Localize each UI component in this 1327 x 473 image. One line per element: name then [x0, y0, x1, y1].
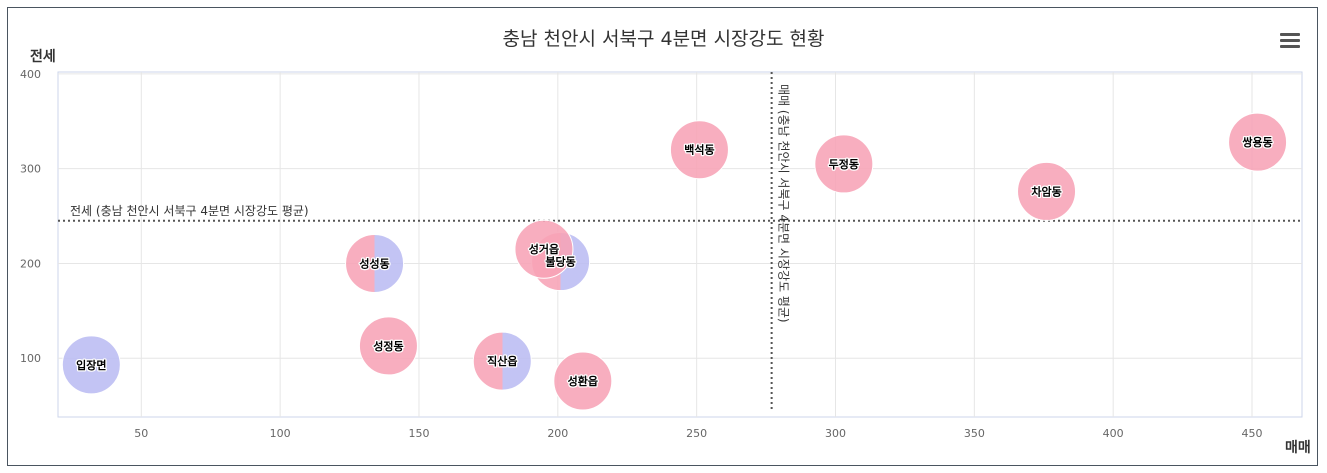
x-axis-title: 매매 — [1285, 440, 1311, 456]
bubble-point[interactable] — [1017, 161, 1077, 221]
bubble-label: 성거읍 — [529, 242, 559, 256]
x-tick-label: 300 — [825, 427, 846, 440]
y-tick-label: 300 — [20, 163, 41, 176]
bubble-label: 입장면 — [76, 358, 106, 372]
bubble-point[interactable] — [553, 351, 613, 411]
x-tick-label: 150 — [408, 427, 429, 440]
bubble-point[interactable] — [669, 120, 729, 180]
bubble-label: 차암동 — [1031, 184, 1061, 198]
x-average-label: 매매 (충남 천안시 서북구 4분면 시장강도 평균) — [777, 84, 792, 323]
bubble-point[interactable] — [345, 233, 405, 293]
x-tick-label: 350 — [964, 427, 985, 440]
x-tick-label: 100 — [270, 427, 291, 440]
bubble-label: 성정동 — [373, 339, 403, 353]
x-tick-label: 450 — [1242, 427, 1263, 440]
bubble-label: 직산읍 — [487, 354, 517, 368]
bubble-point[interactable] — [1228, 112, 1288, 172]
bubble-point[interactable] — [514, 219, 574, 279]
chart-frame — [7, 7, 1318, 466]
bubble-point[interactable] — [358, 316, 418, 376]
hamburger-menu-icon[interactable] — [1280, 33, 1300, 49]
bubble-label: 두정동 — [829, 157, 859, 171]
plot-area — [57, 71, 1303, 418]
x-tick-label: 50 — [134, 427, 148, 440]
y-tick-label: 200 — [20, 257, 41, 270]
bubble-point[interactable] — [61, 335, 121, 395]
bubble-label: 불당동 — [545, 255, 575, 269]
x-tick-label: 200 — [547, 427, 568, 440]
bubble-label: 쌍용동 — [1242, 135, 1272, 149]
bubble-label: 성성동 — [359, 256, 389, 270]
chart-title: 충남 천안시 서북구 4분면 시장강도 현황 — [502, 28, 825, 50]
bubble-point[interactable] — [814, 134, 874, 194]
y-axis-title: 전세 — [30, 48, 56, 65]
x-tick-label: 250 — [686, 427, 707, 440]
y-tick-label: 400 — [20, 68, 41, 81]
bubble-label: 백석동 — [684, 143, 714, 157]
bubble-label: 성환읍 — [568, 374, 598, 388]
bubble-point[interactable] — [472, 331, 532, 391]
x-tick-label: 400 — [1103, 427, 1124, 440]
y-tick-label: 100 — [20, 352, 41, 365]
y-average-label: 전세 (충남 천안시 서북구 4분면 시장강도 평균) — [70, 203, 309, 218]
